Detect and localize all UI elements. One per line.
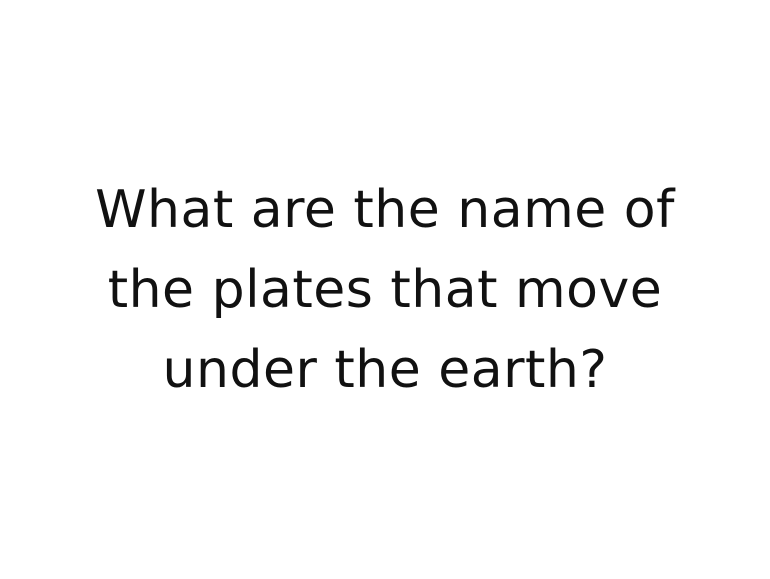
question-text: What are the name of the plates that mov… xyxy=(55,170,715,410)
question-line-1: What are the name of xyxy=(95,179,675,240)
question-line-2: the plates that move xyxy=(107,259,663,320)
question-line-3: under the earth? xyxy=(162,339,608,400)
